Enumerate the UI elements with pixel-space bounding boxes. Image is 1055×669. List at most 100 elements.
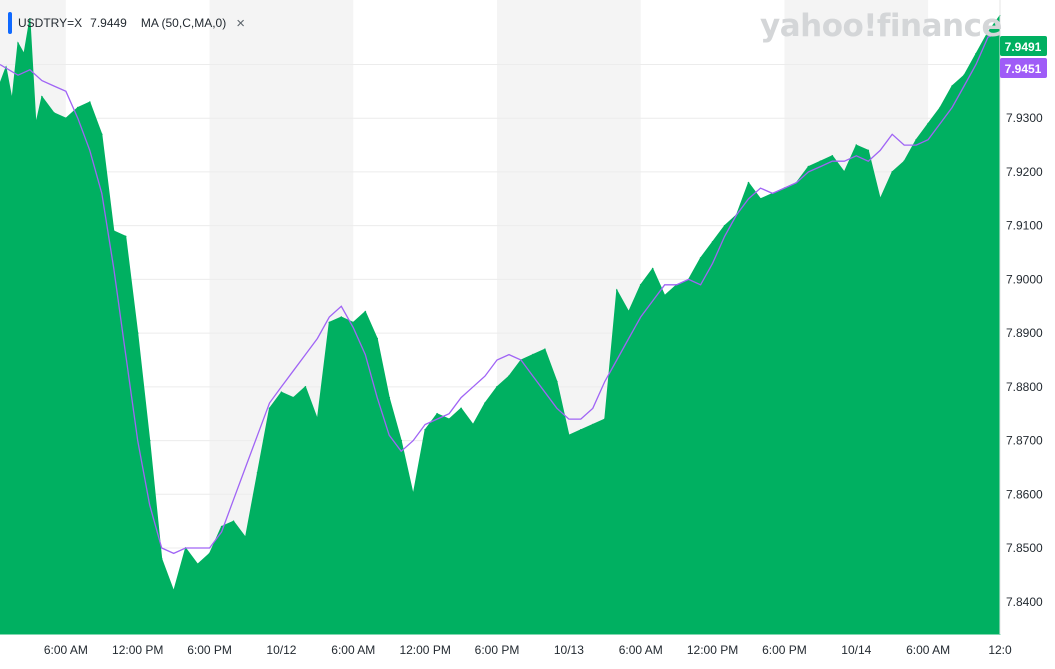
x-tick-label: 6:00 AM — [331, 643, 375, 657]
price-point — [23, 52, 25, 55]
price-point — [879, 198, 881, 200]
price-point — [616, 289, 618, 291]
price-point — [208, 552, 211, 555]
x-tick-label: 12:00 PM — [112, 643, 163, 657]
price-point — [867, 149, 870, 152]
price-point — [196, 563, 199, 565]
price-point — [472, 423, 474, 426]
price-point — [843, 171, 846, 173]
price-point — [484, 402, 486, 404]
price-point — [711, 241, 714, 243]
x-tick-label: 12:00 PM — [399, 643, 450, 657]
chart-legend: USDTRY=X 7.9449 MA (50,C,MA,0) × — [8, 12, 245, 34]
price-point — [556, 380, 558, 383]
price-point — [220, 525, 223, 528]
price-point — [651, 267, 654, 270]
price-point — [388, 396, 391, 399]
x-tick-label: 6:00 AM — [619, 643, 663, 657]
price-point — [927, 122, 929, 125]
price-point — [124, 235, 127, 238]
price-point — [855, 144, 858, 146]
legend-symbol[interactable]: USDTRY=X — [18, 16, 83, 30]
price-point — [663, 294, 666, 297]
ma-badge-label: 7.9451 — [1005, 62, 1042, 76]
price-point — [436, 412, 438, 415]
price-point — [376, 337, 379, 340]
price-point — [29, 18, 31, 20]
price-badge: 7.9491 — [1000, 36, 1047, 56]
price-point — [101, 133, 103, 136]
price-point — [280, 391, 283, 394]
y-tick-label: 7.8400 — [1006, 595, 1043, 609]
y-tick-label: 7.9000 — [1006, 272, 1043, 286]
price-point — [448, 418, 450, 420]
y-tick-label: 7.9300 — [1006, 111, 1043, 125]
price-point — [807, 165, 810, 168]
x-tick-label: 10/13 — [554, 643, 584, 657]
price-point — [340, 316, 343, 318]
x-tick-label: 12:0 — [988, 643, 1012, 657]
price-point — [987, 31, 989, 33]
price-point — [759, 198, 762, 200]
moving-average-layer — [0, 31, 1001, 555]
price-point — [113, 230, 115, 232]
price-point — [35, 122, 37, 125]
x-tick-label: 10/14 — [841, 643, 871, 657]
price-point — [364, 310, 367, 313]
price-point — [592, 423, 594, 426]
y-tick-label: 7.8700 — [1006, 434, 1043, 448]
price-point — [256, 472, 259, 474]
price-point — [0, 82, 1, 85]
price-point — [244, 536, 247, 539]
price-point — [915, 138, 917, 141]
price-point — [17, 42, 19, 44]
x-tick-label: 6:00 PM — [475, 643, 520, 657]
price-point — [819, 160, 822, 162]
price-point — [831, 155, 834, 157]
price-point — [699, 257, 702, 259]
price-point — [747, 181, 750, 184]
price-point — [627, 310, 630, 313]
price-point — [232, 520, 235, 522]
price-point — [544, 348, 546, 351]
ma-badge-bg — [1000, 58, 1047, 78]
x-axis-ticks: 6:00 AM 12:00 PM 6:00 PM 10/12 6:00 AM 12:00 … — [44, 643, 1012, 657]
price-point — [65, 117, 67, 119]
price-point — [532, 353, 534, 356]
y-tick-label: 7.8500 — [1006, 541, 1043, 555]
price-point — [508, 375, 510, 377]
price-point — [496, 386, 498, 388]
price-point — [963, 74, 965, 76]
x-tick-label: 6:00 PM — [762, 643, 807, 657]
price-point — [328, 321, 331, 324]
y-tick-label: 7.8800 — [1006, 380, 1043, 394]
price-point — [424, 429, 426, 431]
x-tick-label: 6:00 AM — [906, 643, 950, 657]
price-point — [53, 112, 55, 114]
price-point — [951, 85, 953, 87]
price-point — [939, 106, 941, 109]
price-point — [41, 95, 43, 98]
legend-last-price: 7.9449 — [90, 16, 127, 30]
price-point — [412, 493, 415, 496]
price-point — [316, 418, 319, 420]
y-tick-label: 7.8600 — [1006, 487, 1043, 501]
price-point — [903, 160, 905, 162]
price-point — [148, 439, 151, 442]
legend-accent-bar — [8, 12, 12, 34]
price-point — [160, 558, 163, 560]
x-tick-label: 12:00 PM — [687, 643, 738, 657]
price-point — [268, 407, 271, 410]
legend-indicator[interactable]: MA (50,C,MA,0) — [140, 16, 227, 30]
moving-average-line — [0, 31, 1001, 555]
close-icon[interactable]: × — [236, 14, 245, 32]
price-point — [292, 396, 295, 399]
price-point — [77, 106, 79, 109]
y-tick-label: 7.8900 — [1006, 326, 1043, 340]
price-point — [891, 171, 893, 173]
price-point — [172, 590, 175, 592]
price-point — [604, 418, 606, 420]
y-tick-label: 7.9100 — [1006, 219, 1043, 233]
